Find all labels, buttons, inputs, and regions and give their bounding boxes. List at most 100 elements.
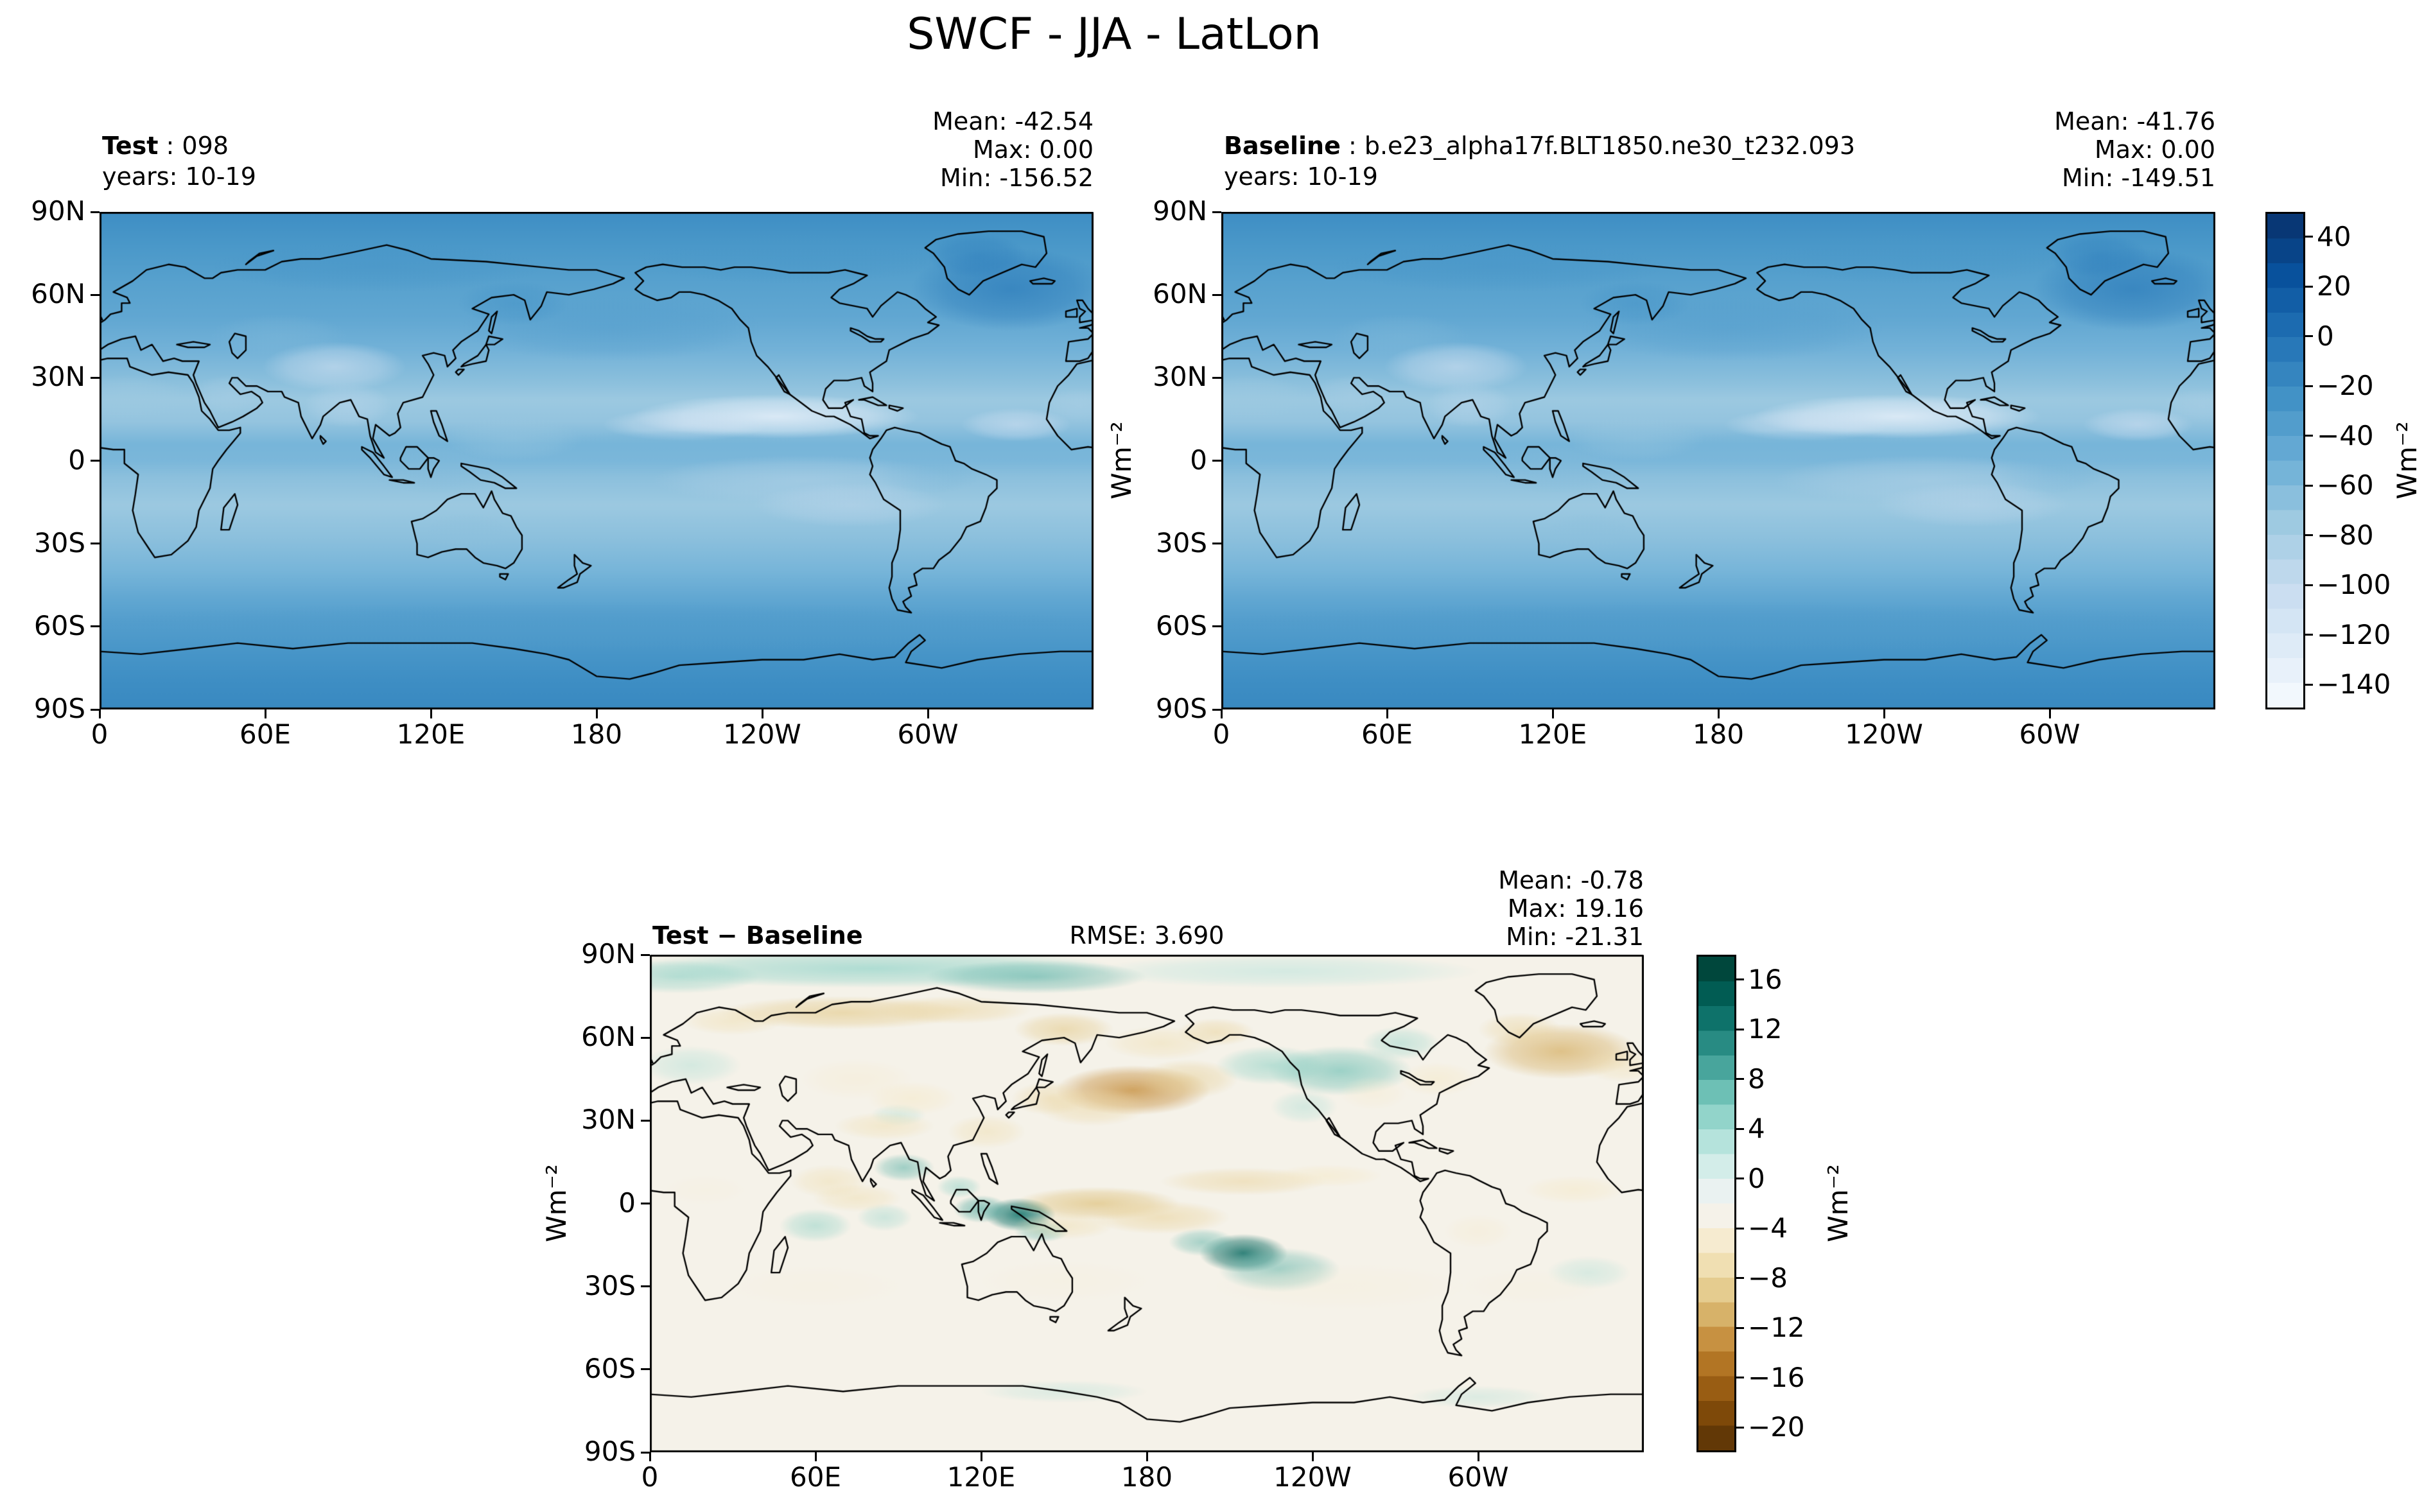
tick-mark — [641, 1451, 650, 1454]
test-label: Test — [102, 132, 159, 160]
diff-map — [650, 955, 1644, 1452]
x-tick-label: 120W — [1845, 718, 1923, 750]
x-tick-label: 60E — [790, 1461, 841, 1493]
baseline-max: Max: 0.00 — [2094, 135, 2215, 164]
diff-panel-stats: Mean: -0.78 Max: 19.16 Min: -21.31 — [650, 866, 1644, 951]
colorbar-tick-label: −120 — [2317, 618, 2391, 650]
tick-mark — [264, 709, 266, 718]
x-tick-label: 0 — [641, 1461, 659, 1493]
tick-mark — [1717, 709, 1720, 718]
y-tick-label: 30N — [1153, 361, 1207, 393]
tick-mark — [1311, 1452, 1314, 1461]
test-panel-stats: Mean: -42.54 Max: 0.00 Min: -156.52 — [100, 107, 1094, 192]
x-tick-label: 180 — [1121, 1461, 1173, 1493]
tick-mark — [761, 709, 763, 718]
y-tick-label: 90S — [33, 693, 85, 724]
tick-mark — [91, 293, 100, 296]
baseline-panel-header: Baseline : b.e23_alpha17f.BLT1850.ne30_t… — [1224, 130, 1855, 192]
colorbar-tick-label: −40 — [2317, 419, 2374, 451]
y-tick-label: 60S — [584, 1352, 636, 1384]
tick-mark — [1477, 1452, 1479, 1461]
tick-mark — [2305, 683, 2313, 686]
tick-mark — [2305, 584, 2313, 586]
x-tick-label: 60W — [2019, 718, 2080, 750]
tick-mark — [91, 460, 100, 462]
tick-mark — [2305, 534, 2313, 537]
tick-mark — [2048, 709, 2051, 718]
tick-mark — [1736, 1426, 1744, 1429]
baseline-map — [1221, 212, 2215, 709]
colorbar-tick-label: −16 — [1748, 1361, 1805, 1393]
colorbar-tick-label: −8 — [1748, 1262, 1788, 1294]
colorbar-tick-label: 20 — [2317, 270, 2351, 302]
y-tick-label: 60N — [1153, 278, 1207, 310]
tick-mark — [641, 1285, 650, 1288]
x-tick-label: 180 — [1692, 718, 1745, 750]
baseline-label-line: Baseline : b.e23_alpha17f.BLT1850.ne30_t… — [1224, 130, 1855, 161]
y-tick-label: 90S — [584, 1436, 636, 1467]
tick-mark — [1212, 211, 1221, 213]
tick-mark — [595, 709, 598, 718]
tick-mark — [1883, 709, 1885, 718]
test-mean: Mean: -42.54 — [932, 107, 1094, 135]
colorbar-tick-label: −80 — [2317, 519, 2374, 551]
tick-mark — [2305, 634, 2313, 636]
tick-mark — [2305, 285, 2313, 288]
y-tick-label: 60S — [1155, 609, 1207, 641]
colorbar-tick-label: −20 — [1748, 1411, 1805, 1443]
baseline-map-canvas — [1221, 212, 2215, 709]
tick-mark — [814, 1452, 817, 1461]
colorbar-tick-label: −60 — [2317, 469, 2374, 501]
test-min: Min: -156.52 — [940, 164, 1094, 192]
tick-mark — [1551, 709, 1554, 718]
tick-mark — [1736, 1127, 1744, 1130]
diff-map-canvas — [650, 955, 1644, 1452]
baseline-label: Baseline — [1224, 132, 1341, 160]
diff-rmse: RMSE: 3.690 — [1069, 921, 1225, 950]
tick-mark — [98, 709, 101, 718]
test-max: Max: 0.00 — [972, 135, 1094, 164]
y-tick-label: 60S — [33, 609, 85, 641]
tick-mark — [2305, 484, 2313, 487]
tick-mark — [2305, 385, 2313, 387]
x-tick-label: 60E — [240, 718, 291, 750]
diff-label: Test − Baseline — [652, 921, 863, 950]
y-tick-label: 30S — [33, 526, 85, 559]
y-tick-label: 90S — [1155, 693, 1207, 724]
y-tick-label: 30N — [31, 361, 85, 393]
tick-mark — [927, 709, 929, 718]
y-tick-label: 30N — [581, 1104, 636, 1136]
diff-panel-header: Test − Baseline — [652, 920, 863, 951]
tick-mark — [2305, 236, 2313, 238]
test-case: : 098 — [158, 132, 229, 160]
tick-mark — [2305, 335, 2313, 338]
y-tick-label: 0 — [618, 1186, 636, 1219]
test-years: years: 10-19 — [102, 162, 256, 191]
diff-label-line: Test − Baseline — [652, 920, 863, 951]
colorbar-tick-label: 4 — [1748, 1113, 1765, 1145]
colorbar-tick-label: 0 — [2317, 320, 2334, 352]
x-tick-label: 120E — [1518, 718, 1587, 750]
tick-mark — [649, 1452, 651, 1461]
tick-mark — [430, 709, 432, 718]
test-panel-header: Test : 098 years: 10-19 — [102, 130, 256, 192]
tick-mark — [641, 953, 650, 956]
tick-mark — [1736, 1277, 1744, 1280]
tick-mark — [1212, 543, 1221, 545]
x-tick-label: 180 — [570, 718, 623, 750]
tick-mark — [1212, 708, 1221, 711]
baseline-min: Min: -149.51 — [2062, 164, 2215, 192]
baseline-years: years: 10-19 — [1224, 162, 1378, 191]
tick-mark — [980, 1452, 982, 1461]
tick-mark — [91, 376, 100, 379]
tick-mark — [1736, 1377, 1744, 1379]
tick-mark — [1736, 1227, 1744, 1230]
colorbar-tick-label: −20 — [2317, 370, 2374, 402]
tick-mark — [641, 1368, 650, 1371]
colorbar-tick-label: 40 — [2317, 220, 2351, 252]
y-tick-label: 0 — [1190, 444, 1207, 476]
tick-mark — [1736, 1028, 1744, 1030]
y-tick-label: 30S — [1155, 526, 1207, 559]
baseline-panel-stats: Mean: -41.76 Max: 0.00 Min: -149.51 — [1221, 107, 2215, 192]
